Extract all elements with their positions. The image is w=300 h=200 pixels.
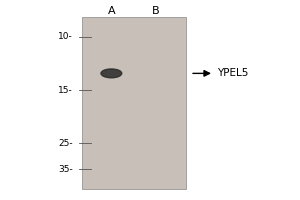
Text: 10-: 10- [58, 32, 73, 41]
Text: YPEL5: YPEL5 [217, 68, 248, 78]
Ellipse shape [101, 69, 122, 78]
Text: A: A [107, 6, 115, 16]
Text: 15-: 15- [58, 86, 73, 95]
Text: B: B [152, 6, 160, 16]
Bar [82, 17, 186, 189]
Text: 25-: 25- [58, 139, 73, 148]
Text: 35-: 35- [58, 165, 73, 174]
